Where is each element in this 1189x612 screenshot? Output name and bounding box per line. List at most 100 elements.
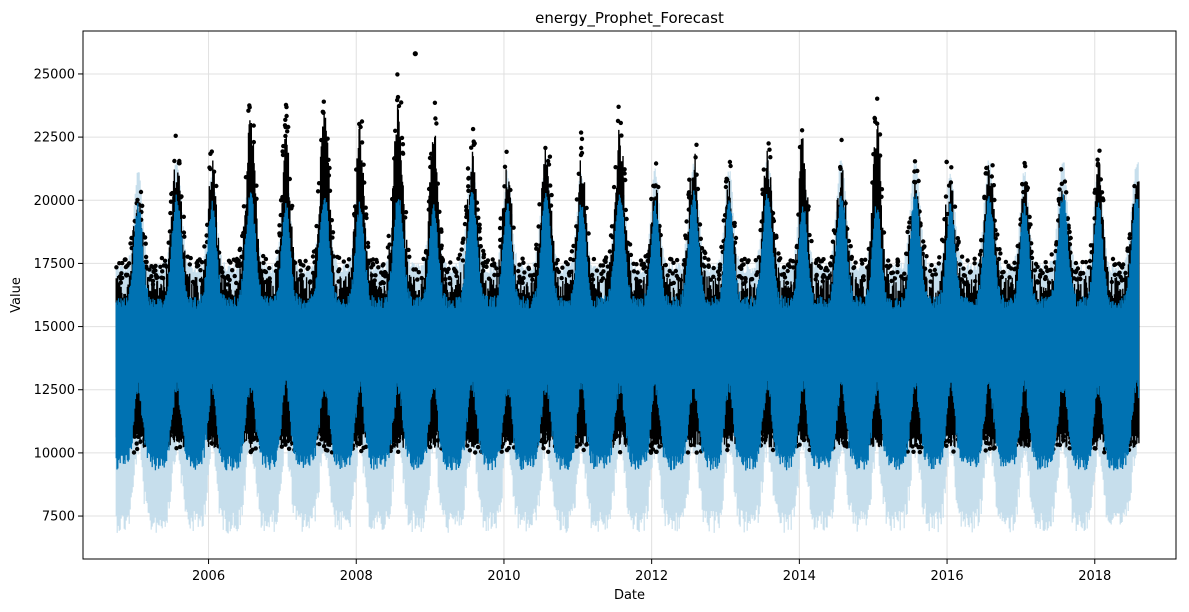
observed-point — [426, 199, 432, 204]
observed-point — [917, 449, 923, 455]
observed-point — [995, 232, 1000, 237]
observed-point — [648, 449, 653, 454]
observed-point — [537, 202, 542, 207]
observed-point — [577, 442, 583, 447]
observed-point — [324, 435, 329, 440]
observed-point — [706, 257, 711, 262]
chart-title: energy_Prophet_Forecast — [535, 9, 724, 28]
observed-point — [1068, 250, 1073, 255]
observed-point — [638, 258, 644, 263]
observed-point — [909, 434, 915, 439]
observed-point — [694, 142, 699, 147]
observed-point — [998, 251, 1003, 256]
observed-point — [574, 224, 579, 229]
observed-point — [239, 254, 244, 259]
observed-point — [628, 252, 634, 258]
observed-point — [1035, 279, 1040, 284]
observed-point — [645, 258, 650, 264]
observed-point — [1061, 434, 1066, 439]
observed-point — [428, 164, 433, 170]
observed-point — [643, 254, 648, 259]
observed-point — [688, 442, 694, 448]
observed-point — [708, 277, 713, 282]
observed-point — [603, 259, 608, 264]
observed-point — [671, 260, 676, 265]
observed-point — [875, 121, 880, 126]
observed-point — [325, 136, 330, 141]
observed-point — [246, 108, 251, 113]
observed-point — [717, 265, 723, 270]
observed-point — [1087, 258, 1093, 264]
observed-point — [749, 277, 754, 282]
observed-point — [949, 165, 954, 170]
observed-point — [694, 172, 699, 177]
observed-point — [839, 433, 845, 438]
observed-point — [361, 445, 366, 450]
observed-point — [991, 183, 996, 188]
observed-point — [160, 269, 165, 274]
observed-point — [358, 124, 363, 130]
observed-point — [341, 259, 346, 264]
observed-point — [336, 255, 342, 260]
observed-point — [477, 229, 482, 234]
observed-point — [553, 261, 559, 266]
observed-point — [427, 444, 433, 450]
observed-point — [761, 167, 766, 172]
observed-point — [846, 238, 852, 244]
observed-point — [312, 260, 317, 265]
observed-point — [173, 133, 178, 138]
observed-point — [899, 274, 904, 279]
observed-point — [1059, 181, 1065, 186]
observed-point — [395, 97, 400, 103]
observed-point — [993, 236, 998, 241]
observed-point — [459, 247, 464, 252]
observed-point — [1018, 217, 1023, 222]
observed-point — [697, 222, 703, 227]
observed-point — [1098, 177, 1104, 182]
observed-point — [134, 441, 139, 446]
observed-point — [930, 272, 935, 278]
observed-point — [745, 259, 750, 265]
observed-point — [1053, 248, 1059, 254]
observed-point — [254, 183, 259, 188]
observed-point — [984, 165, 989, 171]
observed-point — [1054, 240, 1059, 245]
observed-point — [326, 440, 331, 445]
observed-point — [951, 449, 956, 454]
observed-point — [263, 256, 269, 262]
observed-point — [725, 443, 731, 448]
observed-point — [359, 448, 364, 454]
observed-point — [861, 274, 866, 279]
observed-point — [992, 445, 997, 450]
observed-point — [1020, 182, 1025, 187]
observed-point — [813, 277, 818, 282]
observed-point — [412, 51, 418, 57]
y-tick-label: 12500 — [34, 383, 75, 398]
observed-point — [844, 440, 849, 445]
observed-point — [796, 212, 801, 217]
observed-point — [267, 276, 272, 281]
observed-point — [274, 262, 279, 268]
observed-point — [870, 180, 875, 185]
observed-point — [922, 266, 928, 271]
observed-point — [1070, 269, 1075, 274]
observed-point — [456, 256, 461, 261]
observed-point — [498, 216, 503, 221]
observed-point — [983, 448, 988, 453]
observed-point — [912, 159, 918, 164]
observed-point — [671, 280, 676, 286]
observed-point — [177, 444, 183, 450]
observed-point — [767, 147, 772, 152]
observed-point — [973, 279, 978, 284]
observed-point — [1013, 266, 1018, 271]
observed-point — [694, 450, 699, 455]
observed-point — [407, 254, 412, 259]
observed-point — [543, 145, 548, 151]
forecast-series — [115, 190, 1140, 471]
observed-point — [534, 242, 539, 247]
observed-point — [480, 268, 486, 273]
observed-point — [354, 167, 359, 172]
observed-point — [892, 276, 898, 281]
observed-point — [838, 166, 843, 171]
y-tick-label: 20000 — [34, 194, 75, 209]
